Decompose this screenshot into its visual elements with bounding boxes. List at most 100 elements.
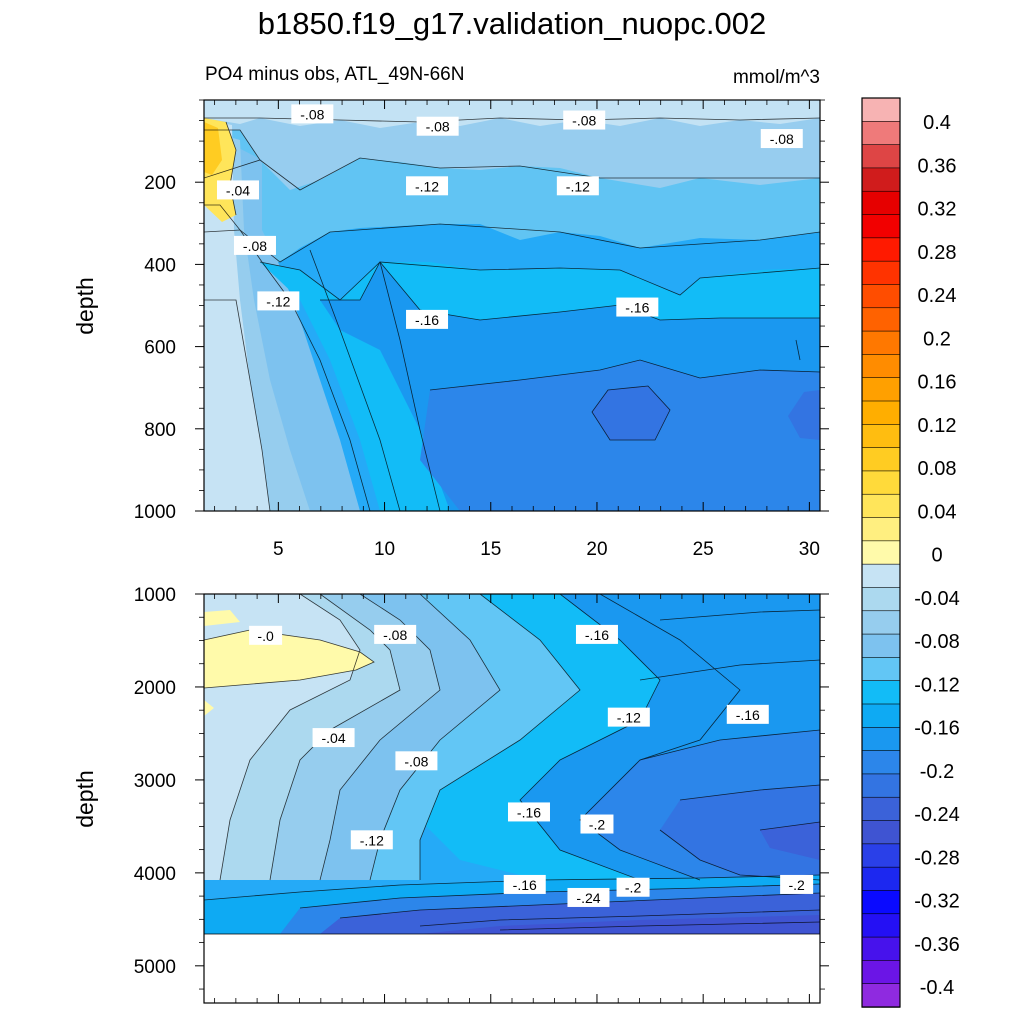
colorbar-swatch [861,354,901,379]
colorbar-swatch [861,400,901,426]
colorbar-swatch [861,960,901,985]
colorbar-label: -0.28 [914,847,960,869]
colorbar: 0.4 0.36 0.32 0.28 0.24 0.2 0.16 0.12 0.08 0.04 0 -… [861,97,960,1008]
colorbar-label: 0.08 [918,458,957,480]
contour-label-box [416,116,459,136]
colorbar-swatch [861,657,901,682]
contour-label-box [216,180,259,200]
contour-label-box [607,707,650,727]
colorbar-label: 0.28 [918,242,957,264]
lower-y-ticks: 1000 2000 3000 4000 5000 [134,585,829,990]
contour-label: -.16 [625,300,649,316]
contour-label-box [780,874,814,894]
colorbar-swatch [861,447,901,472]
lower-yellow-edge [204,700,214,716]
colorbar-swatch [861,237,901,262]
contour-label: -.08 [404,753,428,769]
y-tick-label: 600 [144,338,176,359]
contour-label: -.08 [426,119,450,135]
contour-label-box [233,235,276,255]
lower-x-ticks [214,594,810,1003]
y-tick-label: 400 [144,255,176,276]
lower-yellow-patch [204,630,374,688]
y-tick-label: 1000 [134,502,176,523]
colorbar-swatch [861,983,901,1008]
contour-label-box [312,728,355,748]
colorbar-label: 0 [931,545,942,567]
colorbar-swatch [861,890,901,915]
colorbar-swatch [861,307,901,332]
contour-label-box [406,309,449,329]
contour-label: -.12 [617,710,641,726]
colorbar-label: -0.2 [920,761,954,783]
colorbar-swatch [861,587,901,612]
colorbar-label: -0.04 [914,588,960,610]
x-tick-label: 10 [374,539,395,560]
colorbar-label: 0.24 [918,285,957,307]
contour-label-box [563,110,606,130]
colorbar-swatch [861,773,901,798]
y-tick-label: 5000 [134,957,176,978]
y-tick-label: 2000 [134,678,176,699]
lower-yellow-sliver [204,610,240,626]
colorbar-swatch [861,167,901,192]
upper-band-skin [204,100,820,128]
x-tick-label: 30 [799,539,820,560]
figure-title: b1850.f19_g17.validation_nuopc.002 [257,6,767,41]
colorbar-label: 0.16 [918,372,957,394]
contour-label-box [567,887,610,907]
colorbar-swatch [861,493,901,519]
upper-contour-lines [204,117,820,511]
contour-label: -.16 [517,804,541,820]
colorbar-swatch [861,633,901,659]
colorbar-label: 0.04 [918,501,957,523]
colorbar-label: -0.16 [914,718,960,740]
lower-band-240 [760,822,820,860]
colorbar-swatch [861,820,901,845]
contour-label: -.08 [300,106,324,122]
y-tick-label: 3000 [134,771,176,792]
contour-label: -.24 [576,890,600,906]
contour-label-box [616,297,659,317]
x-tick-label: 20 [586,539,607,560]
colorbar-label: -0.36 [914,934,960,956]
colorbar-swatch [861,936,901,962]
lower-contour-labels: -.0 -.08 -.16 -.12 -.16 -.04 -.08 -.16 -.2 -.12 -.… [249,624,814,907]
contour-label: -.08 [572,113,596,129]
colorbar-frame [861,97,901,1008]
x-tick-label: 15 [480,539,501,560]
colorbar-swatch [861,424,901,449]
colorbar-swatch [861,680,901,705]
colorbar-swatch [861,563,901,589]
colorbar-label: 0.12 [918,415,957,437]
colorbar-swatch [861,750,901,775]
upper-yellow-core [204,122,222,175]
colorbar-swatch [861,727,901,752]
contour-label-box [556,176,599,196]
contour-label: -.2 [589,817,606,833]
contour-label: -.16 [585,627,609,643]
colorbar-label: 0.36 [918,155,957,177]
colorbar-swatch [861,214,901,239]
contour-label: -.16 [513,877,537,893]
colorbar-label: -0.32 [914,891,960,913]
contour-label: -.08 [770,131,794,147]
contour-label-box [507,802,550,822]
contour-label-box [616,877,650,897]
upper-patch-strong2 [788,390,820,440]
panel-subtitle: PO4 minus obs, ATL_49N-66N [205,64,465,85]
colorbar-swatch [861,517,901,542]
y-tick-label: 4000 [134,864,176,885]
colorbar-label: -0.12 [914,674,960,696]
contour-label-box [503,874,546,894]
colorbar-label: -0.24 [914,804,960,826]
colorbar-label: 0.32 [918,199,957,221]
contour-label: -.16 [415,312,439,328]
upper-x-ticks: 5 10 15 20 25 30 [214,100,820,560]
y-tick-label: 1000 [134,585,176,606]
colorbar-swatch [861,796,901,822]
contour-label-box [257,291,300,311]
contour-label-box [406,176,449,196]
